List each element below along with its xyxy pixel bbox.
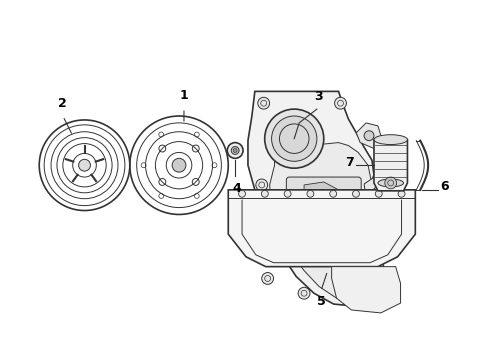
Circle shape bbox=[271, 116, 317, 161]
Circle shape bbox=[335, 97, 346, 109]
Ellipse shape bbox=[378, 179, 404, 187]
Text: 1: 1 bbox=[179, 89, 188, 102]
Polygon shape bbox=[228, 190, 416, 267]
Circle shape bbox=[231, 147, 239, 154]
Circle shape bbox=[265, 109, 324, 168]
Circle shape bbox=[78, 159, 91, 171]
Polygon shape bbox=[356, 123, 382, 148]
Polygon shape bbox=[309, 195, 329, 215]
Polygon shape bbox=[364, 176, 390, 208]
Polygon shape bbox=[248, 91, 385, 306]
Polygon shape bbox=[374, 140, 408, 191]
FancyBboxPatch shape bbox=[286, 177, 361, 262]
Circle shape bbox=[298, 287, 310, 299]
Circle shape bbox=[330, 190, 337, 197]
Text: 4: 4 bbox=[233, 182, 242, 195]
Circle shape bbox=[375, 190, 382, 197]
Text: 5: 5 bbox=[318, 295, 326, 308]
Circle shape bbox=[398, 190, 405, 197]
Circle shape bbox=[307, 190, 314, 197]
Circle shape bbox=[284, 190, 291, 197]
Circle shape bbox=[374, 273, 386, 284]
Circle shape bbox=[364, 131, 374, 141]
Circle shape bbox=[258, 97, 270, 109]
Text: 7: 7 bbox=[345, 156, 354, 169]
Circle shape bbox=[385, 177, 396, 189]
Polygon shape bbox=[304, 182, 343, 234]
Circle shape bbox=[347, 290, 359, 302]
Ellipse shape bbox=[374, 135, 408, 145]
Circle shape bbox=[366, 186, 378, 198]
Circle shape bbox=[352, 190, 360, 197]
Text: 3: 3 bbox=[315, 90, 323, 103]
Polygon shape bbox=[270, 143, 381, 303]
Circle shape bbox=[373, 187, 383, 197]
Circle shape bbox=[261, 190, 269, 197]
Text: 6: 6 bbox=[440, 180, 448, 193]
Circle shape bbox=[227, 143, 243, 158]
Circle shape bbox=[172, 158, 186, 172]
Circle shape bbox=[256, 179, 268, 191]
Circle shape bbox=[233, 148, 237, 152]
Polygon shape bbox=[332, 267, 400, 313]
Circle shape bbox=[262, 273, 273, 284]
Circle shape bbox=[239, 190, 245, 197]
Text: 2: 2 bbox=[58, 97, 67, 110]
